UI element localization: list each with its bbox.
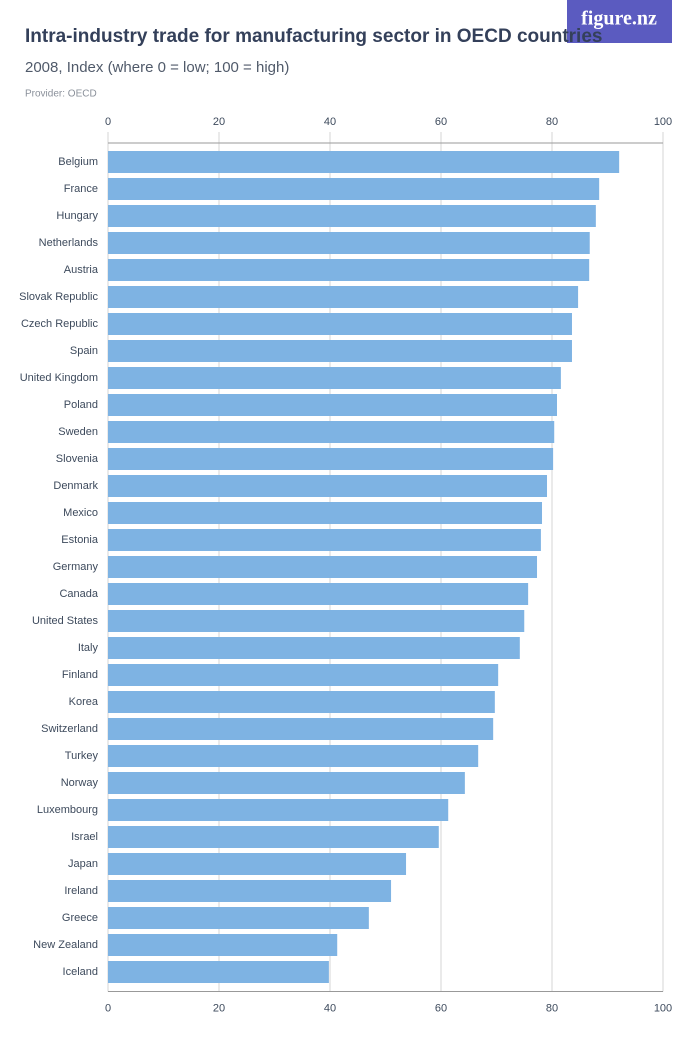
bar [108,529,541,551]
y-tick-label: United States [32,615,99,627]
y-tick-label: Ireland [64,885,98,897]
bar [108,664,499,686]
x-tick-label: 80 [546,1002,558,1014]
y-tick-label: Switzerland [41,723,98,735]
x-tick-label: 0 [105,1002,111,1014]
provider: Provider: OECD [25,89,97,100]
x-tick-label: 60 [435,116,447,128]
bar [108,745,479,767]
logo-box [567,0,672,43]
x-tick-label: 20 [213,116,225,128]
y-tick-label: Greece [62,912,98,924]
bar [108,286,579,308]
x-tick-label: 100 [654,116,672,128]
y-tick-label: Estonia [61,534,99,546]
y-tick-label: Turkey [65,750,99,762]
y-tick-label: New Zealand [33,939,98,951]
x-tick-label: 40 [324,1002,336,1014]
y-tick-label: France [64,183,98,195]
bar [108,718,494,740]
y-tick-label: Belgium [58,156,98,168]
bar [108,313,572,335]
bar [108,961,329,983]
bar [108,232,590,254]
y-tick-label: Austria [64,264,99,276]
bar [108,826,439,848]
y-tick-label: Israel [71,831,98,843]
y-tick-label: Germany [53,561,99,573]
y-tick-label: Luxembourg [37,804,98,816]
y-tick-label: Sweden [58,426,98,438]
bar [108,448,554,470]
y-tick-label: Netherlands [39,237,99,249]
bar [108,151,620,173]
y-tick-label: Denmark [53,480,98,492]
bar [108,772,465,794]
bar [108,637,520,659]
bar [108,421,555,443]
y-tick-label: Spain [70,345,98,357]
chart-subtitle: 2008, Index (where 0 = low; 100 = high) [25,59,289,76]
y-tick-label: Norway [61,777,99,789]
bar [108,853,407,875]
y-tick-label: United Kingdom [20,372,98,384]
y-tick-label: Poland [64,399,98,411]
bar [108,259,590,281]
bar [108,907,369,929]
bar [108,556,538,578]
bar [108,799,449,821]
y-tick-label: Japan [68,858,98,870]
chart-title: Intra-industry trade for manufacturing s… [25,26,602,47]
bar [108,880,392,902]
x-tick-label: 60 [435,1002,447,1014]
y-tick-label: Slovak Republic [19,291,98,303]
x-tick-label: 40 [324,116,336,128]
x-tick-label: 80 [546,116,558,128]
y-tick-label: Canada [59,588,98,600]
x-tick-label: 100 [654,1002,672,1014]
bar [108,610,525,632]
x-tick-label: 20 [213,1002,225,1014]
y-tick-label: Iceland [63,966,98,978]
y-tick-label: Czech Republic [21,318,99,330]
y-tick-label: Slovenia [56,453,99,465]
bar [108,475,548,497]
bar [108,394,557,416]
bar [108,205,596,227]
y-tick-label: Finland [62,669,98,681]
bar [108,502,543,524]
logo: figure.nz [581,8,657,30]
bar [108,178,600,200]
y-tick-label: Mexico [63,507,98,519]
bar [108,583,529,605]
y-tick-label: Italy [78,642,99,654]
y-tick-label: Hungary [56,210,98,222]
bar [108,367,561,389]
y-tick-label: Korea [69,696,99,708]
bar [108,691,495,713]
bar [108,340,572,362]
bar [108,934,338,956]
x-tick-label: 0 [105,116,111,128]
